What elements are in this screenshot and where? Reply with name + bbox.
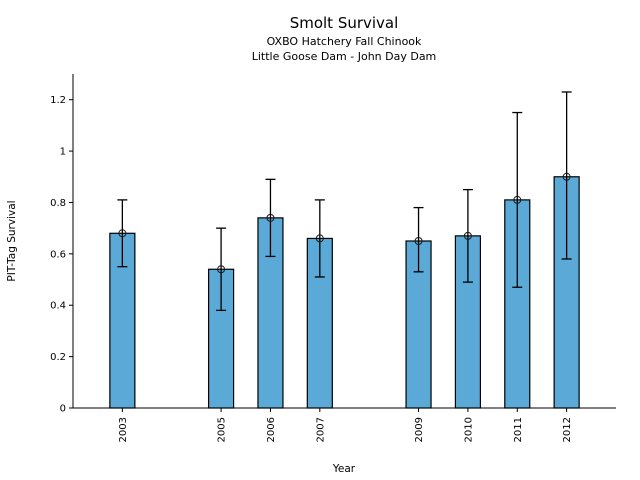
chart-subtitle-line1: OXBO Hatchery Fall Chinook bbox=[267, 35, 422, 48]
chart-subtitle-line2: Little Goose Dam - John Day Dam bbox=[252, 50, 437, 63]
y-tick-label-0: 0 bbox=[60, 404, 66, 415]
chart-title: Smolt Survival bbox=[290, 14, 399, 32]
point-marker-2007 bbox=[315, 234, 324, 243]
bar-2007 bbox=[306, 237, 333, 409]
x-tick-label-2003: 2003 bbox=[118, 417, 129, 442]
point-marker-2011 bbox=[513, 195, 522, 204]
y-tick-label-0.4: 0.4 bbox=[50, 301, 66, 312]
x-tick-label-2009: 2009 bbox=[414, 417, 425, 442]
y-tick-label-0.6: 0.6 bbox=[50, 249, 66, 260]
error-bars-layer bbox=[117, 91, 572, 312]
point-marker-2005 bbox=[217, 265, 226, 274]
axes-layer: 0 0.2 0.4 0.6 0.8 1 1.2 2003 2005 2006 2007 2009 201… bbox=[50, 74, 616, 442]
x-tick-label-2005: 2005 bbox=[217, 417, 228, 442]
point-marker-2006 bbox=[266, 213, 275, 222]
bars-layer bbox=[109, 176, 580, 409]
x-tick-label-2010: 2010 bbox=[463, 417, 474, 442]
y-tick-label-1.2: 1.2 bbox=[50, 95, 66, 106]
x-tick-label-2006: 2006 bbox=[266, 417, 277, 442]
x-tick-label-2011: 2011 bbox=[513, 417, 524, 442]
point-marker-2003 bbox=[118, 229, 127, 238]
y-tick-label-0.8: 0.8 bbox=[50, 198, 66, 209]
x-axis-label: Year bbox=[332, 463, 356, 475]
point-marker-2012 bbox=[562, 172, 571, 181]
y-axis-label: PIT-Tag Survival bbox=[6, 200, 18, 281]
x-tick-label-2012: 2012 bbox=[562, 417, 573, 442]
point-marker-2009 bbox=[414, 237, 423, 245]
y-tick-label-0.2: 0.2 bbox=[50, 352, 66, 363]
x-tick-label-2007: 2007 bbox=[315, 417, 326, 442]
point-marker-2010 bbox=[463, 231, 472, 240]
y-tick-label-1: 1 bbox=[60, 147, 66, 158]
